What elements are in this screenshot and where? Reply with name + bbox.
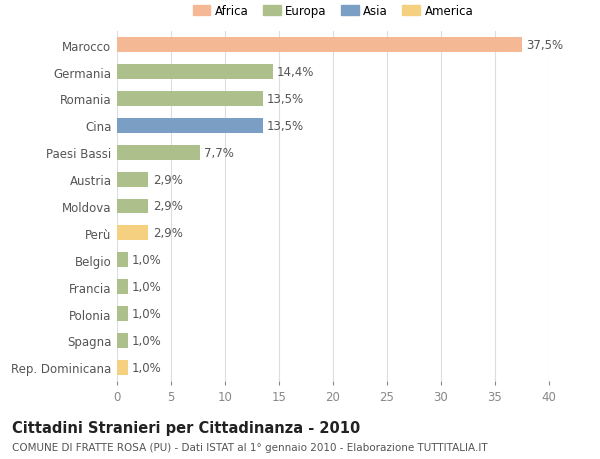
Bar (117, 253, 128, 268)
Bar (117, 226, 148, 241)
Bar (117, 360, 128, 375)
Text: 14,4%: 14,4% (277, 66, 314, 79)
Text: 2,9%: 2,9% (152, 173, 182, 186)
Text: 13,5%: 13,5% (267, 119, 304, 133)
Bar (117, 333, 128, 348)
Text: 7,7%: 7,7% (205, 146, 235, 159)
Bar (117, 92, 263, 106)
Bar (117, 146, 200, 160)
Bar (117, 38, 522, 53)
Text: 2,9%: 2,9% (152, 200, 182, 213)
Bar (117, 199, 148, 214)
Text: 2,9%: 2,9% (152, 227, 182, 240)
Bar (117, 307, 128, 321)
Text: COMUNE DI FRATTE ROSA (PU) - Dati ISTAT al 1° gennaio 2010 - Elaborazione TUTTIT: COMUNE DI FRATTE ROSA (PU) - Dati ISTAT … (12, 442, 488, 452)
Bar (117, 119, 263, 134)
Text: 1,0%: 1,0% (132, 280, 162, 294)
Text: Cittadini Stranieri per Cittadinanza - 2010: Cittadini Stranieri per Cittadinanza - 2… (12, 420, 360, 435)
Bar (117, 65, 272, 80)
Bar (117, 280, 128, 294)
Text: 1,0%: 1,0% (132, 334, 162, 347)
Bar (117, 172, 148, 187)
Legend: Africa, Europa, Asia, America: Africa, Europa, Asia, America (188, 0, 478, 23)
Text: 1,0%: 1,0% (132, 254, 162, 267)
Text: 1,0%: 1,0% (132, 308, 162, 320)
Text: 13,5%: 13,5% (267, 93, 304, 106)
Text: 1,0%: 1,0% (132, 361, 162, 374)
Text: 37,5%: 37,5% (526, 39, 563, 52)
